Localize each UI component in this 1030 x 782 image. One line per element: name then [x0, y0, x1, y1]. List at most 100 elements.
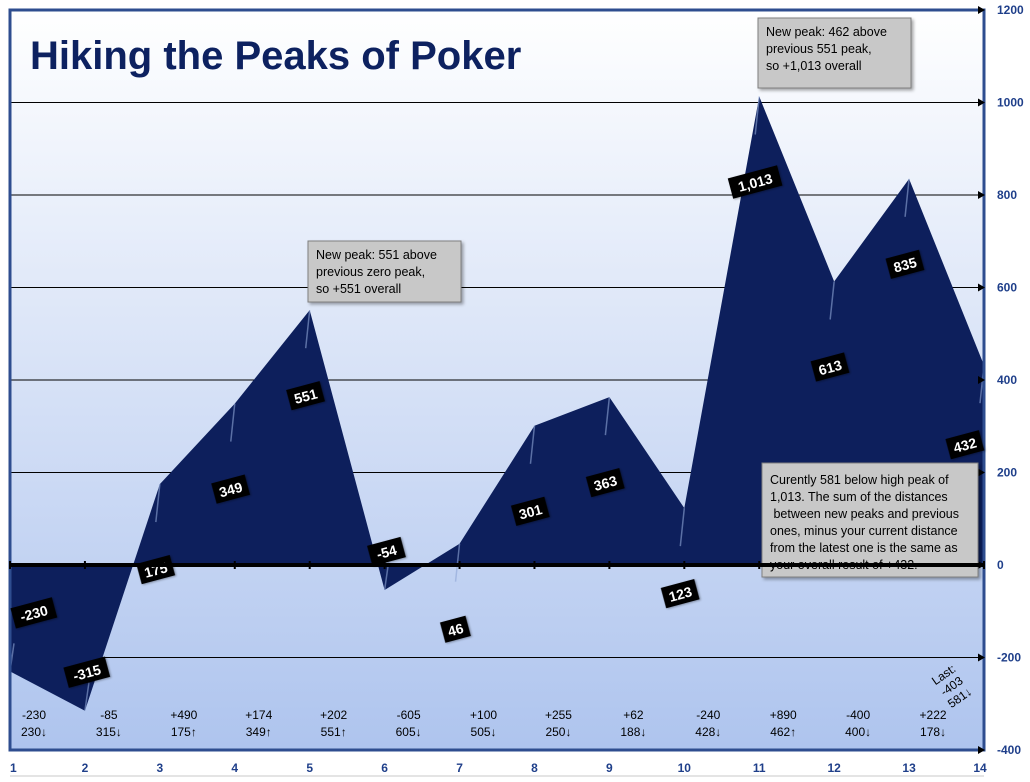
- distance-from-peak: 428↓: [695, 725, 721, 739]
- x-tick-label: 3: [157, 761, 164, 775]
- data-label: 349: [211, 474, 251, 504]
- annotation-new-peak-551: New peak: 551 above previous zero peak, …: [307, 240, 462, 303]
- point-highlight: [604, 397, 611, 436]
- data-label-box: [136, 554, 176, 585]
- y-tick-label: 1200: [997, 3, 1024, 17]
- change-amount: -85: [100, 708, 118, 722]
- annotation-line: New peak: 462 above: [766, 25, 887, 39]
- data-label-text: -230: [18, 602, 49, 625]
- x-tick-label: 13: [902, 761, 916, 775]
- data-label: 363: [585, 468, 625, 498]
- point-highlight: [84, 682, 90, 711]
- change-amount: +222: [920, 708, 947, 722]
- data-label-text: 349: [217, 479, 244, 501]
- distance-from-peak: 505↓: [471, 725, 497, 739]
- data-label: -54: [367, 536, 406, 567]
- y-tick-mark: [978, 6, 985, 14]
- annotation-line: so +551 overall: [316, 282, 401, 296]
- data-label: -230: [10, 597, 58, 629]
- distance-from-peak: 315↓: [96, 725, 122, 739]
- point-highlight: [529, 425, 536, 464]
- x-tick-label: 1: [10, 761, 17, 775]
- data-label: -315: [63, 656, 111, 688]
- x-tick-label: 2: [82, 761, 89, 775]
- y-tick-mark: [978, 283, 985, 292]
- x-tick-label: 14: [973, 761, 987, 775]
- change-amount: +100: [470, 708, 497, 722]
- distance-from-peak: 175↑: [171, 725, 197, 739]
- annotation-box: [307, 240, 462, 303]
- data-label-box: [10, 597, 58, 629]
- y-tick-mark: [978, 468, 985, 477]
- data-label-text: 432: [952, 434, 979, 456]
- change-amount: -230: [22, 708, 46, 722]
- x-tick-label: 9: [606, 761, 613, 775]
- distance-from-peak: 605↓: [396, 725, 422, 739]
- annotation-line: ones, minus your current distance: [770, 524, 958, 538]
- annotation-line: Curently 581 below high peak of: [770, 473, 949, 487]
- point-highlight: [679, 508, 686, 547]
- point-highlight: [829, 281, 835, 320]
- change-amount: +255: [545, 708, 572, 722]
- data-label: 432: [945, 430, 985, 460]
- annotation-line: 1,013. The sum of the distances: [770, 490, 948, 504]
- annotation-current-position: Curently 581 below high peak of 1,013. T…: [761, 462, 979, 578]
- annotation-line: previous zero peak,: [316, 265, 425, 279]
- point-highlight: [754, 96, 760, 135]
- y-tick-label: 800: [997, 188, 1017, 202]
- x-tick-label: 7: [456, 761, 463, 775]
- distance-from-peak: 400↓: [845, 725, 871, 739]
- data-label-box: [367, 536, 406, 567]
- data-label-box: [727, 165, 783, 199]
- area-series: [10, 96, 984, 711]
- change-amount: +490: [170, 708, 197, 722]
- distance-from-peak: 551↑: [321, 725, 347, 739]
- data-label-text: 46: [446, 620, 465, 640]
- point-highlight: [304, 310, 311, 349]
- data-label-text: 123: [667, 583, 694, 605]
- x-tick-label: 5: [306, 761, 313, 775]
- x-tick-label: 11: [753, 761, 766, 775]
- data-label-text: -54: [375, 542, 399, 563]
- change-amount: -240: [696, 708, 720, 722]
- distance-from-peak: 349↑: [246, 725, 272, 739]
- y-tick-mark: [978, 191, 985, 199]
- x-axis: 1 2 3 4 5 6 7 8 9 10 11 12 13 14: [9, 561, 987, 775]
- data-label-box: [286, 381, 325, 411]
- data-label-box: [660, 579, 700, 609]
- annotation-line: previous 551 peak,: [766, 42, 872, 56]
- data-label: 613: [810, 352, 850, 382]
- data-label-text: 613: [817, 357, 844, 379]
- change-amount: +174: [245, 708, 272, 722]
- annotation-box: [757, 17, 912, 89]
- data-label-box: [885, 249, 925, 279]
- y-tick-label: 600: [997, 281, 1017, 295]
- x-tick-label: 12: [827, 761, 841, 775]
- y-tick-label: -200: [997, 651, 1021, 665]
- change-labels: -230 230↓ -85 315↓ +490 175↑ +174 349↑ +202 551↑ -…: [21, 708, 947, 739]
- point-highlight: [230, 403, 236, 442]
- x-tick-label: 6: [381, 761, 388, 775]
- change-amount: +202: [320, 708, 347, 722]
- distance-from-peak: 250↓: [545, 725, 571, 739]
- data-label-box: [211, 474, 251, 504]
- annotation-line: from the latest one is the same as: [770, 541, 958, 555]
- data-label-box: [585, 468, 625, 498]
- point-highlight: [155, 483, 161, 523]
- data-label: 835: [885, 249, 925, 279]
- y-tick-mark: [978, 376, 985, 384]
- change-amount: +890: [770, 708, 797, 722]
- annotation-box: [761, 462, 979, 578]
- change-amount: -400: [846, 708, 870, 722]
- data-label-box: [439, 615, 471, 643]
- data-label: 46: [439, 615, 471, 643]
- point-highlight: [454, 543, 461, 582]
- y-axis: -400 -200 0 200 400 600 800 1000 1200: [978, 3, 1024, 757]
- data-label-text: 835: [892, 254, 919, 276]
- y-tick-label: 200: [997, 466, 1017, 480]
- distance-from-peak: 178↓: [920, 725, 946, 739]
- data-label-box: [63, 656, 111, 688]
- y-tick-mark: [978, 98, 985, 107]
- annotation-new-peak-1013: New peak: 462 above previous 551 peak, s…: [757, 17, 912, 89]
